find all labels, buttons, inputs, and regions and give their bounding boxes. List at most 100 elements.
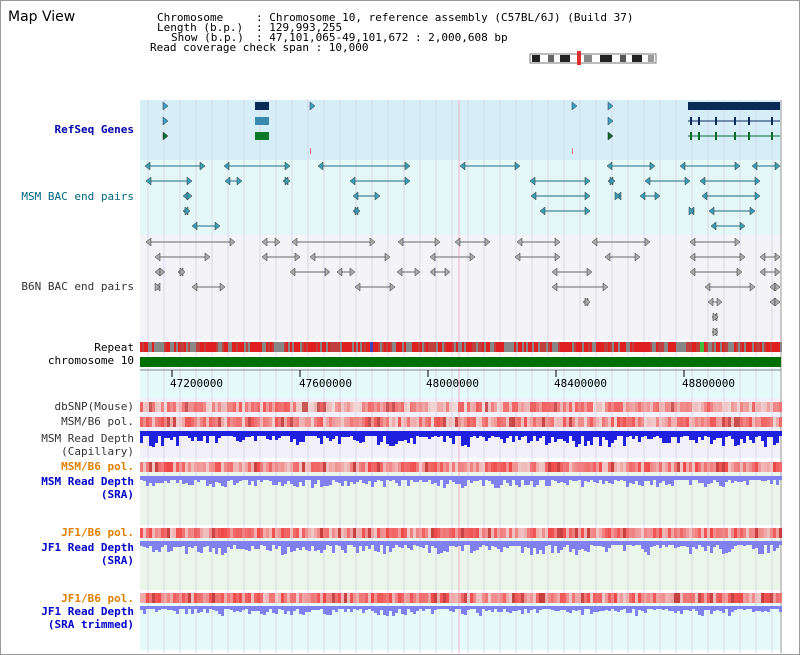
track-label-msm-bac[interactable]: MSM BAC end pairs <box>21 190 134 203</box>
jf1-b6-pol-heat-cell <box>416 528 419 538</box>
msm-depth-sra-bar <box>746 476 749 485</box>
msm-b6-pol-2-heat-cell <box>272 462 275 472</box>
track-label-chromosome[interactable]: chromosome 10 <box>47 354 134 367</box>
repeat-segment <box>280 342 282 352</box>
msm-depth-capillary-bar <box>185 431 188 436</box>
jf1-b6-pol-heat-cell <box>479 528 482 538</box>
msm-depth-capillary-bar <box>224 431 227 436</box>
msm-b6-pol-heat-cell <box>266 417 269 427</box>
jf1-b6-pol-heat-cell <box>560 528 563 538</box>
jf1-depth-sra-bar <box>245 541 248 550</box>
msm-bac-end <box>584 206 591 216</box>
jf1-b6-pol-2-heat-cell <box>677 593 680 603</box>
msm-b6-pol-2-heat-cell <box>275 462 278 472</box>
msm-b6-pol-2-heat-cell <box>728 462 731 472</box>
msm-b6-pol-heat-cell <box>419 417 422 427</box>
dbsnp-heat-cell <box>626 402 629 412</box>
jf1-b6-pol-2-heat-cell <box>707 593 710 603</box>
jf1-depth-trimmed-bar <box>524 606 527 609</box>
jf1-depth-trimmed-bar <box>698 606 701 615</box>
jf1-depth-sra-bar <box>728 541 731 552</box>
dbsnp-heat-cell <box>365 402 368 412</box>
b6n-bac-end <box>145 237 152 247</box>
repeat-segment <box>302 342 304 352</box>
jf1-b6-pol-2-heat-cell <box>500 593 503 603</box>
msm-depth-capillary-bar <box>230 431 233 436</box>
jf1-b6-pol-heat-cell <box>584 528 587 538</box>
gene-exon <box>690 132 692 140</box>
msm-depth-capillary-bar <box>281 431 284 436</box>
track-label-dbsnp[interactable]: dbSNP(Mouse) <box>54 400 134 413</box>
msm-b6-pol-2-heat-cell <box>428 462 431 472</box>
gene-exon <box>771 117 773 125</box>
msm-b6-pol-2-heat-cell <box>185 462 188 472</box>
msm-depth-sra-bar <box>665 476 668 485</box>
jf1-depth-trimmed-bar <box>239 606 242 612</box>
msm-b6-pol-2-heat-cell <box>680 462 683 472</box>
repeat-segment <box>152 342 154 352</box>
msm-depth-sra-bar <box>686 476 689 480</box>
jf1-depth-sra-bar <box>542 541 545 554</box>
jf1-depth-trimmed-bar <box>770 606 773 609</box>
repeat-segment <box>586 342 588 352</box>
repeat-segment <box>170 342 172 352</box>
jf1-b6-pol-2-heat-cell <box>518 593 521 603</box>
repeat-segment <box>578 342 580 352</box>
jf1-b6-pol-2-heat-cell <box>506 593 509 603</box>
msm-depth-capillary-bar <box>299 431 302 442</box>
jf1-depth-sra-bar <box>575 541 578 555</box>
track-label-jf1-b6-pol[interactable]: JF1/B6 pol. <box>61 526 134 539</box>
jf1-depth-trimmed-bar <box>389 606 392 611</box>
jf1-b6-pol-2-heat-cell <box>479 593 482 603</box>
repeat-segment <box>414 342 416 352</box>
track-label-refseq[interactable]: RefSeq Genes <box>54 123 134 136</box>
jf1-b6-pol-heat-cell <box>437 528 440 538</box>
jf1-b6-pol-2-heat-cell <box>731 593 734 603</box>
jf1-depth-trimmed-bar <box>257 606 260 611</box>
msm-depth-capillary-bar <box>260 431 263 436</box>
repeat-segment <box>208 342 210 352</box>
track-label-msm-b6-pol-2[interactable]: MSM/B6 pol. <box>61 460 134 473</box>
jf1-depth-sra-bar <box>599 541 602 546</box>
jf1-depth-trimmed-bar <box>404 606 407 615</box>
msm-depth-sra-bar <box>701 476 704 483</box>
track-label-msm-b6-pol[interactable]: MSM/B6 pol. <box>61 415 134 428</box>
track-label-msm-depth-capillary[interactable]: MSM Read Depth <box>41 432 134 445</box>
track-label-jf1-b6-pol-2[interactable]: JF1/B6 pol. <box>61 592 134 605</box>
track-label-b6n-bac[interactable]: B6N BAC end pairs <box>21 280 134 293</box>
msm-depth-sra-bar <box>173 476 176 480</box>
msm-bac-end <box>754 176 761 186</box>
track-label-jf1-depth-sra[interactable]: JF1 Read Depth <box>41 541 134 554</box>
repeat-segment <box>614 342 616 352</box>
jf1-depth-sra-bar <box>518 541 521 546</box>
b6n-bac-end <box>591 237 598 247</box>
jf1-depth-trimmed-bar <box>545 606 548 609</box>
dbsnp-heat-cell <box>491 402 494 412</box>
msm-depth-sra-bar <box>305 476 308 480</box>
dbsnp-heat-cell <box>326 402 329 412</box>
msm-b6-pol-2-heat-cell <box>239 462 242 472</box>
jf1-b6-pol-2-heat-cell <box>152 593 155 603</box>
jf1-b6-pol-2-heat-cell <box>185 593 188 603</box>
msm-depth-sra-bar <box>368 476 371 481</box>
msm-b6-pol-2-heat-cell <box>569 462 572 472</box>
repeat-segment <box>540 342 542 352</box>
repeat-segment <box>642 342 644 352</box>
msm-depth-capillary-bar <box>587 431 590 441</box>
jf1-b6-pol-heat-cell <box>194 528 197 538</box>
jf1-depth-trimmed-bar <box>539 606 542 610</box>
repeat-segment <box>714 342 716 352</box>
jf1-b6-pol-heat-cell <box>230 528 233 538</box>
repeat-segment <box>590 342 592 352</box>
track-label-jf1-depth-trimmed[interactable]: JF1 Read Depth <box>41 605 134 618</box>
jf1-depth-trimmed-bar <box>293 606 296 611</box>
msm-bac-end <box>144 161 151 171</box>
jf1-b6-pol-2-heat-cell <box>158 593 161 603</box>
jf1-depth-sra-bar <box>566 541 569 545</box>
b6n-bac-end <box>154 252 161 262</box>
msm-depth-capillary-bar <box>503 431 506 443</box>
jf1-b6-pol-2-heat-cell <box>773 593 776 603</box>
track-label-msm-depth-sra[interactable]: MSM Read Depth <box>41 475 134 488</box>
track-label-repeat[interactable]: Repeat <box>94 341 134 354</box>
